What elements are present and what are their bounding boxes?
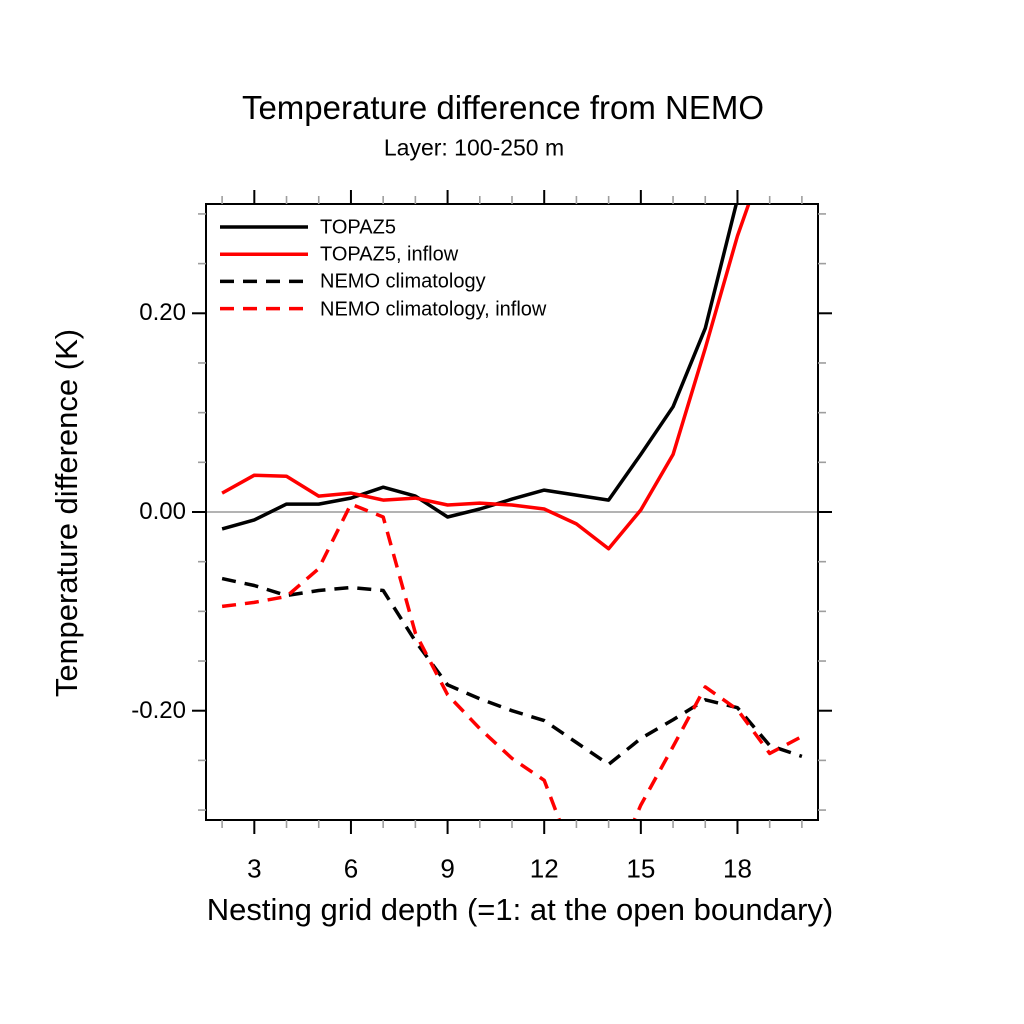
x-tick-label: 9 [440, 853, 455, 884]
series-line-2 [221, 576, 803, 767]
legend-label-1: TOPAZ5, inflow [320, 243, 459, 266]
x-tick-label: 18 [723, 853, 752, 884]
y-tick-label: 0.20 [139, 299, 186, 327]
y-axis-label: Temperature difference (K) [49, 328, 84, 698]
x-tick-label: 6 [343, 853, 359, 884]
y-tick-label: -0.20 [131, 696, 186, 724]
x-tick-label: 12 [529, 853, 559, 884]
series-line-0 [221, 204, 739, 531]
series-line-3 [221, 502, 803, 820]
series-line-1 [221, 204, 751, 551]
legend-label-0: TOPAZ5 [320, 216, 396, 239]
legend-label-2: NEMO climatology [320, 270, 486, 293]
chart-subtitle: Layer: 100-250 m [383, 134, 565, 161]
x-tick-label: 15 [626, 853, 656, 884]
legend-label-3: NEMO climatology, inflow [320, 298, 547, 321]
chart-title: Temperature difference from NEMO [241, 89, 765, 126]
x-axis-label: Nesting grid depth (=1: at the open boun… [206, 892, 834, 927]
y-tick-label: 0.00 [139, 498, 186, 525]
x-tick-label: 3 [247, 853, 262, 884]
